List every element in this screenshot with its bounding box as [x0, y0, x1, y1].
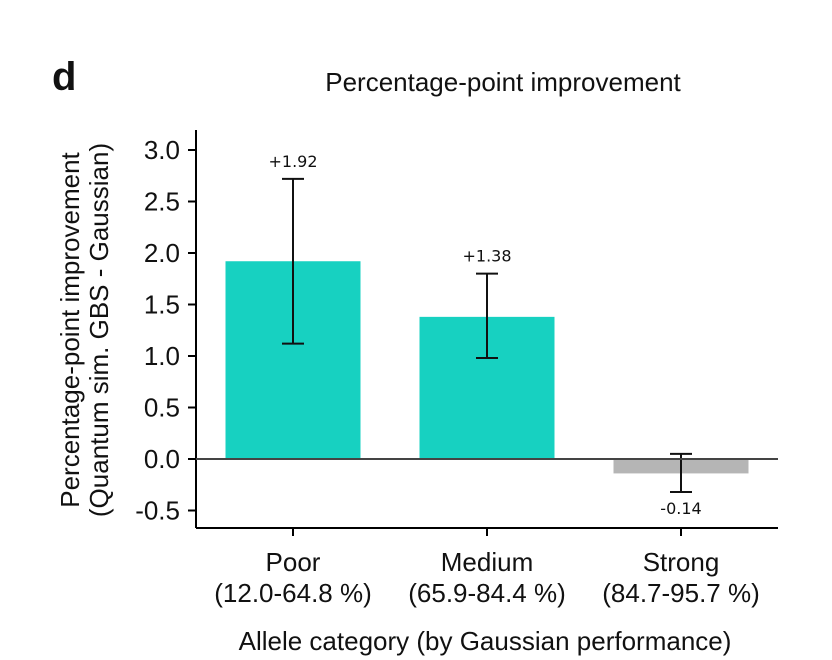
x-tick-label-name: Poor	[266, 547, 321, 577]
y-tick-label: 3.0	[144, 135, 180, 165]
value-label: -0.14	[660, 499, 701, 518]
y-tick-label: 1.5	[144, 290, 180, 320]
y-tick-label: 2.5	[144, 187, 180, 217]
panel-label: d	[52, 55, 76, 99]
y-axis-label-line1: Percentage-point improvement	[55, 151, 85, 507]
y-axis-label-line2: (Quantum sim. GBS - Gaussian)	[84, 143, 114, 517]
y-tick-label: 0.0	[144, 444, 180, 474]
y-tick-label: 2.0	[144, 238, 180, 268]
value-label: +1.92	[268, 152, 317, 171]
y-tick-label: 1.0	[144, 341, 180, 371]
chart-title: Percentage-point improvement	[325, 67, 681, 97]
x-tick-label-range: (84.7-95.7 %)	[602, 578, 760, 608]
y-tick-label: -0.5	[135, 496, 180, 526]
x-tick-label-name: Medium	[441, 547, 533, 577]
x-tick-label-name: Strong	[643, 547, 720, 577]
value-label: +1.38	[462, 247, 511, 266]
x-tick-label-range: (65.9-84.4 %)	[408, 578, 566, 608]
plot-area: 3.0 2.5 2.0 1.5 1.0 0.5 0.0 -0.5 +1.92 Poor(12.0-…	[135, 130, 778, 608]
x-axis-label: Allele category (by Gaussian performance…	[239, 626, 732, 656]
x-tick-label-range: (12.0-64.8 %)	[214, 578, 372, 608]
y-tick-label: 0.5	[144, 393, 180, 423]
